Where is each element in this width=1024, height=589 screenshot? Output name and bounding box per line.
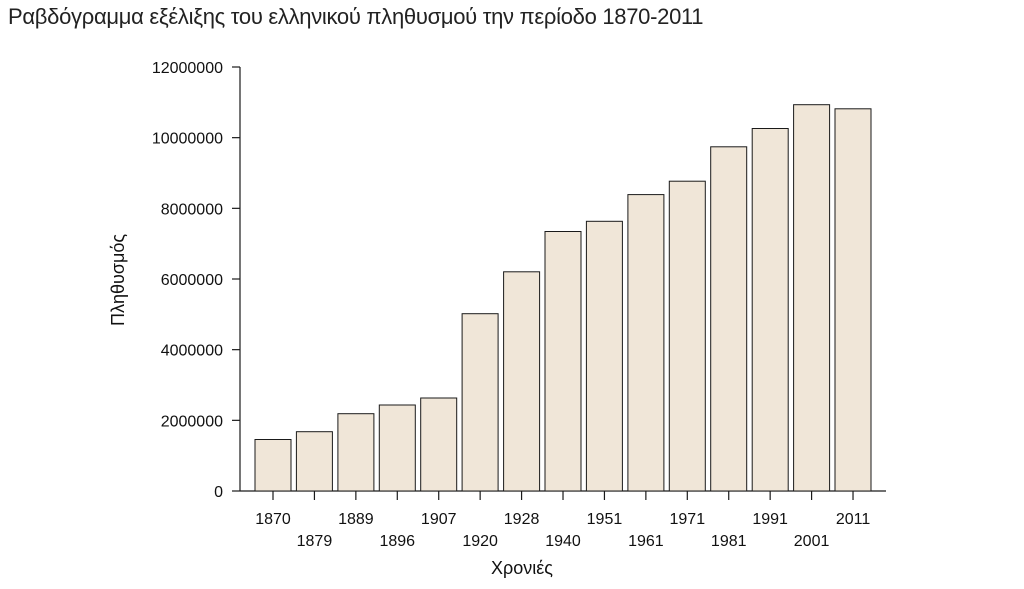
x-tick-label: 1879 bbox=[297, 533, 333, 550]
bar-1951 bbox=[585, 220, 623, 492]
x-tick-label: 1928 bbox=[504, 511, 540, 528]
bar-1879 bbox=[295, 431, 333, 492]
x-tick-label: 1940 bbox=[545, 533, 581, 550]
chart-title: Ραβδόγραμμα εξέλιξης του ελληνικού πληθυ… bbox=[8, 4, 704, 29]
bar-1870 bbox=[254, 439, 292, 492]
bar-1920 bbox=[461, 313, 499, 492]
bar-1991 bbox=[751, 128, 789, 492]
x-axis-label: Χρονιές bbox=[491, 558, 553, 578]
bars bbox=[254, 104, 872, 492]
x-tick-label: 1870 bbox=[255, 511, 291, 528]
bar-1896 bbox=[378, 404, 416, 492]
x-tick-label: 2001 bbox=[794, 533, 830, 550]
y-tick-label: 10000000 bbox=[152, 131, 223, 148]
x-tick-label: 1896 bbox=[379, 533, 415, 550]
y-tick-label: 2000000 bbox=[161, 413, 223, 430]
x-tick-label: 1951 bbox=[587, 511, 623, 528]
bar-1971 bbox=[668, 180, 706, 492]
x-tick-label: 1907 bbox=[421, 511, 457, 528]
bar-1940 bbox=[544, 231, 582, 492]
y-axis-label: Πληθυσμός bbox=[108, 234, 128, 326]
y-axis: 0 2000000 4000000 6000000 8000000 10000000 120… bbox=[152, 60, 241, 501]
x-tick-label: 1961 bbox=[628, 533, 664, 550]
y-tick-label: 6000000 bbox=[161, 272, 223, 289]
x-tick-label: 1889 bbox=[338, 511, 374, 528]
x-tick-label: 1991 bbox=[752, 511, 788, 528]
bar-1928 bbox=[503, 271, 541, 492]
y-tick-label: 4000000 bbox=[161, 343, 223, 360]
bar-1961 bbox=[627, 194, 665, 492]
bar-2011 bbox=[834, 108, 872, 492]
y-tick-label: 8000000 bbox=[161, 201, 223, 218]
y-tick-label: 12000000 bbox=[152, 60, 223, 77]
x-tick-label: 1981 bbox=[711, 533, 747, 550]
bar-1907 bbox=[420, 397, 458, 492]
x-tick-label: 2011 bbox=[836, 511, 871, 528]
x-tick-label: 1920 bbox=[462, 533, 498, 550]
x-tick-label: 1971 bbox=[670, 511, 706, 528]
x-axis: 1870 1879 1889 1896 1907 1920 1928 1940 1951 1961… bbox=[240, 490, 886, 550]
bar-1981 bbox=[710, 146, 748, 492]
y-tick-label: 0 bbox=[214, 484, 223, 501]
bar-2001 bbox=[793, 104, 831, 492]
bar-1889 bbox=[337, 413, 375, 492]
